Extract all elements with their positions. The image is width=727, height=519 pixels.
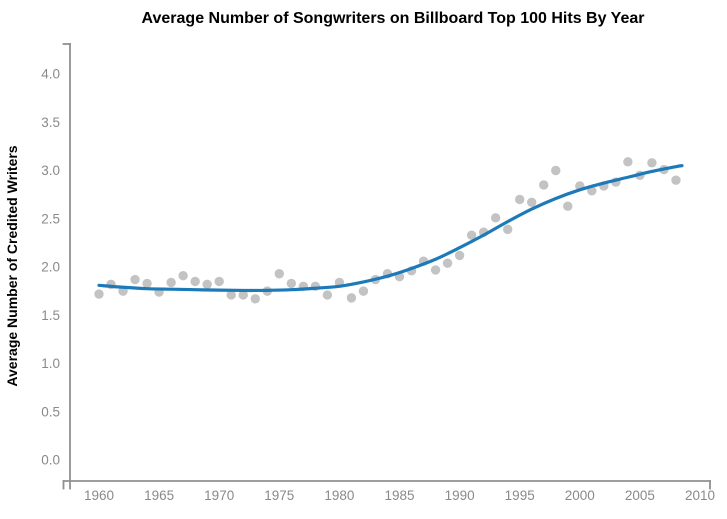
x-tick-label: 1960: [84, 488, 114, 503]
x-tick-label: 1970: [204, 488, 234, 503]
data-point: [358, 286, 369, 296]
y-tick-label: 4.0: [41, 67, 60, 82]
data-point: [214, 276, 224, 287]
data-point: [515, 194, 525, 205]
y-tick-label: 3.0: [41, 163, 60, 178]
data-point: [623, 157, 633, 167]
y-tick-label: 2.5: [41, 211, 60, 226]
data-point: [250, 294, 260, 304]
data-point: [142, 278, 152, 289]
data-point: [647, 158, 657, 168]
trend-line: [97, 164, 684, 293]
data-point: [502, 224, 513, 235]
data-point: [539, 180, 549, 190]
data-point: [442, 258, 453, 268]
x-tick-label: 2010: [685, 488, 715, 503]
data-point: [551, 165, 561, 176]
y-tick-label: 0.5: [41, 404, 60, 419]
data-point: [671, 175, 681, 185]
data-point: [454, 250, 465, 261]
plot-area: 0.0 0.5 1.0 1.5 2.0 2.5 3.0 3.5 4.0 1960 1965 1970 1…: [41, 43, 715, 503]
data-point: [130, 274, 140, 285]
data-point: [274, 269, 284, 279]
y-tick-label: 0.0: [41, 453, 60, 468]
x-tick-label: 1985: [384, 488, 414, 503]
y-tick-label: 3.5: [41, 115, 60, 130]
y-axis-title: Average Number of Credited Writers: [4, 145, 20, 386]
x-tick-label: 2005: [625, 488, 655, 503]
x-tick-label: 1965: [144, 488, 174, 503]
x-tick-label: 1995: [505, 488, 535, 503]
y-tick-label: 1.5: [41, 308, 60, 323]
data-point: [238, 290, 248, 300]
data-point: [563, 201, 573, 211]
x-tick-label: 2000: [565, 488, 595, 503]
data-point: [430, 265, 441, 275]
x-tick-label: 1980: [324, 488, 354, 503]
data-point: [527, 197, 537, 208]
x-tick-label: 1975: [264, 488, 294, 503]
data-point: [166, 277, 176, 288]
y-tick-label: 1.0: [41, 356, 60, 371]
data-point: [346, 293, 357, 303]
y-tick-label: 2.0: [41, 260, 60, 275]
data-point: [466, 230, 477, 240]
data-point: [490, 213, 501, 223]
data-point: [190, 276, 200, 287]
data-point: [286, 278, 297, 289]
data-point: [202, 279, 212, 290]
data-point: [178, 270, 188, 281]
data-point: [226, 290, 236, 300]
data-point: [322, 290, 333, 300]
x-tick-label: 1990: [445, 488, 475, 503]
data-point: [94, 289, 104, 299]
chart-title: Average Number of Songwriters on Billboa…: [142, 10, 645, 27]
